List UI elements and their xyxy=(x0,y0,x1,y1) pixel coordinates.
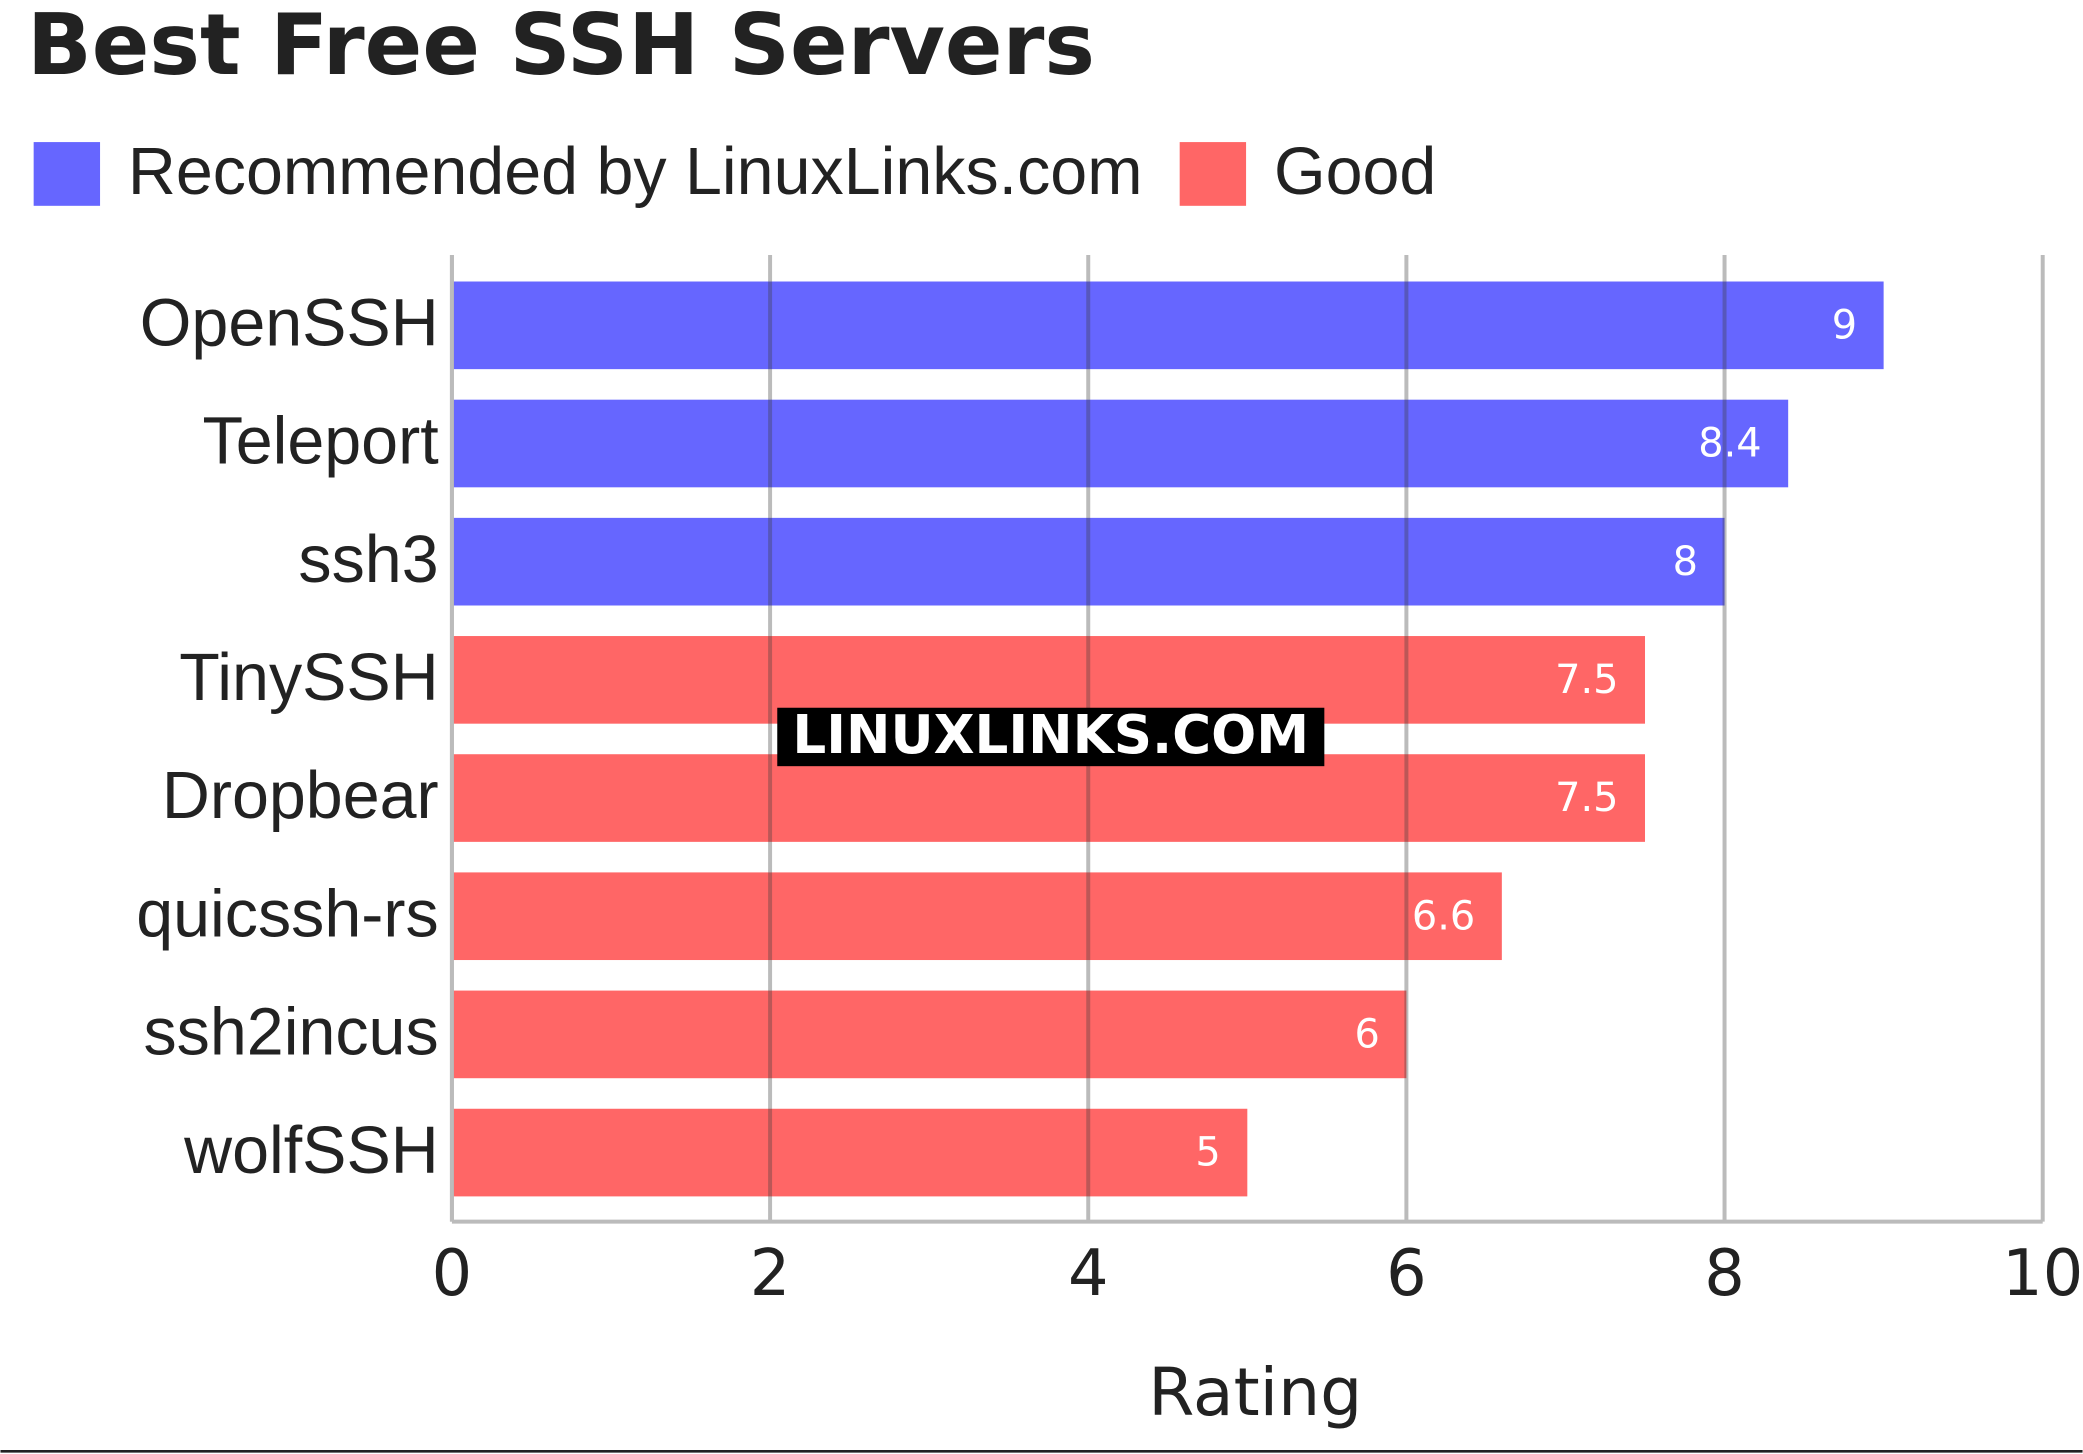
value-label: 6 xyxy=(1354,1012,1379,1058)
bar xyxy=(451,399,1789,488)
chart-title: Best Free SSH Servers xyxy=(27,0,1095,95)
x-tick-label: 6 xyxy=(1386,1237,1427,1311)
legend-swatch xyxy=(1179,142,1247,206)
value-label: 6.6 xyxy=(1412,893,1475,939)
value-label: 9 xyxy=(1832,302,1857,348)
value-label: 8 xyxy=(1673,539,1698,585)
value-label: 8.4 xyxy=(1698,421,1761,467)
bar xyxy=(451,1108,1248,1197)
bar xyxy=(451,517,1725,606)
bar xyxy=(451,281,1884,370)
x-tick-label: 4 xyxy=(1068,1237,1109,1311)
y-tick-label: Teleport xyxy=(203,405,439,479)
legend-label: Recommended by LinuxLinks.com xyxy=(128,135,1143,209)
value-label: 7.5 xyxy=(1555,657,1618,703)
watermark-bg xyxy=(777,707,1325,767)
y-tick-label: quicssh-rs xyxy=(136,877,438,951)
watermark: LINUXLINKS.COM xyxy=(792,704,1309,766)
y-tick-label: OpenSSH xyxy=(140,287,439,361)
x-tick-label: 10 xyxy=(2002,1237,2083,1311)
bar xyxy=(451,754,1646,842)
legend-swatch xyxy=(33,142,101,206)
x-tick-label: 2 xyxy=(750,1237,791,1311)
value-label: 5 xyxy=(1195,1130,1220,1176)
y-tick-label: ssh2incus xyxy=(143,996,438,1070)
x-tick-label: 8 xyxy=(1704,1237,1745,1311)
x-tick-label: 0 xyxy=(432,1237,473,1311)
y-tick-label: wolfSSH xyxy=(183,1114,439,1188)
x-axis-label: Rating xyxy=(1148,1353,1362,1431)
y-tick-label: ssh3 xyxy=(298,523,438,597)
y-tick-label: Dropbear xyxy=(162,759,439,833)
value-label: 7.5 xyxy=(1555,775,1618,821)
bar xyxy=(451,872,1502,961)
y-tick-label: TinySSH xyxy=(179,641,438,715)
legend-label: Good xyxy=(1274,135,1436,209)
bar xyxy=(451,990,1407,1079)
